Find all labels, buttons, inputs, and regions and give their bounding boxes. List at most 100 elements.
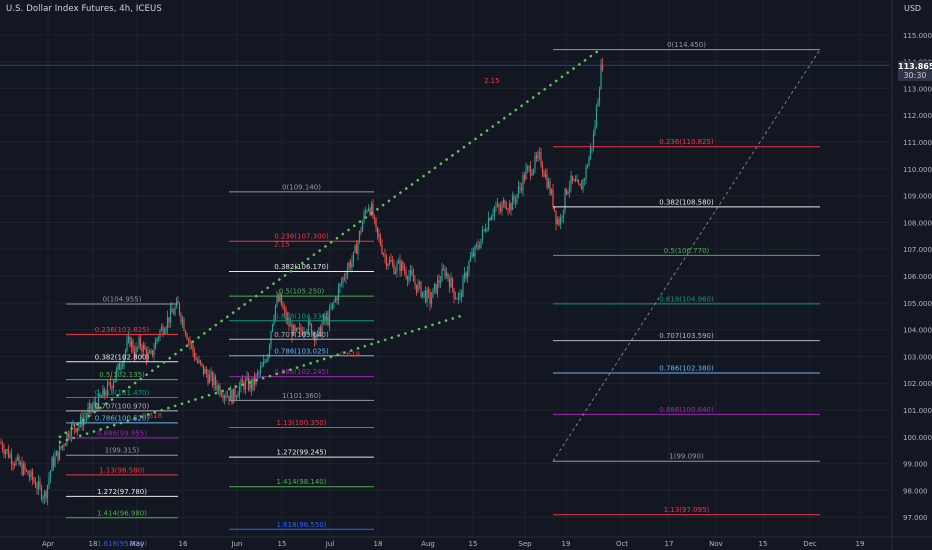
candle-body [331,303,334,309]
x-tick-label: 17 [665,540,674,548]
candle-body [267,354,269,362]
fib-level-label: 1.414(98.140) [277,478,327,486]
candle-body [52,457,55,467]
candle-body [129,337,131,347]
candle-body [564,188,566,210]
candle-body [318,327,320,332]
candle-body [535,156,538,159]
candle-body [162,326,164,334]
candle-body [483,229,485,230]
candle-body [294,325,296,331]
last-price-tag: 113.865 30:30 [898,61,932,81]
candle-body [522,175,524,191]
y-tick-label: 101.000 [903,407,932,415]
candle-body [409,270,412,276]
candle-body [412,274,415,282]
candle-body [223,395,226,399]
candle-body [321,323,323,336]
y-tick-label: 112.000 [903,112,932,120]
candle-body [570,175,572,187]
candle-body [124,350,127,357]
candle-body [484,229,487,232]
candle-body [22,464,25,475]
candle-body [417,283,419,292]
candle-body [126,341,128,351]
candle-body [528,166,530,168]
candle-body [447,273,449,280]
candle-body [481,229,484,239]
candle-body [459,292,461,295]
projection-dashed-line [552,49,821,462]
candle-body [315,337,317,341]
candle-body [574,179,577,182]
x-tick-label: Jun [231,540,243,548]
candle-body [216,385,218,391]
candle-body [178,302,181,315]
y-tick-label: 110.000 [903,166,932,174]
candle-body [198,360,200,363]
candle-body [202,364,205,374]
candle-body [520,187,523,191]
candle-body [142,345,145,352]
candle-body [306,330,308,333]
candle-body [256,373,259,375]
x-tick-label: 18 [374,540,383,548]
candle-body [220,394,223,396]
candle-body [111,386,113,389]
candle-body [67,433,70,438]
candle-body [583,179,586,181]
candle-body [388,259,391,265]
candle-body [144,345,146,350]
candle-body [480,238,482,248]
candle-body [153,349,155,356]
candle-body [366,210,368,212]
candle-body [33,479,35,482]
fib-level-label: 0.618(101.470) [95,389,150,397]
candle-body [361,222,364,232]
candle-body [517,186,520,195]
fib-level-label: 0.886(102.245) [274,368,329,376]
candle-body [208,374,211,384]
candle-body [258,372,260,374]
candle-body [544,174,547,177]
candle-body [214,376,217,386]
candle-body [532,169,535,174]
y-tick-label: 113.000 [903,85,932,93]
candle-body [580,186,583,190]
candle-body [499,208,502,212]
candle-body [450,278,452,288]
candle-body [145,349,148,359]
candle-body [190,343,193,345]
candle-body [301,331,304,335]
candle-body [591,146,593,148]
candle-body [372,203,374,218]
candle-body [207,374,209,384]
fibonacci-retracements[interactable]: 0(104.955) 0.236(103.825) 0.382(102.800) 0.… [66,41,820,548]
candle-body [247,377,250,390]
candle-body [211,372,214,386]
candle-body [193,351,196,359]
fib-level-label: 1(99.315) [105,447,140,455]
candle-body [300,327,302,332]
candle-body [85,415,88,418]
candle-body [478,247,481,249]
candle-body [73,423,76,429]
candle-body [513,195,515,201]
candle-body [165,327,167,332]
candle-body [72,423,74,425]
candle-body [4,450,7,454]
candle-body [519,186,521,188]
candle-body [186,334,188,340]
currency-label: USD [904,4,922,13]
trend-channel[interactable]: 2.15 2.15 0.618 0.618 [58,48,821,462]
candle-body [234,388,236,398]
candle-body [586,166,589,168]
candle-body [495,206,497,207]
candle-body [316,331,319,338]
candle-body [486,229,488,232]
y-tick-label: 115.000 [903,32,932,40]
candle-body [1,443,4,450]
candle-body [585,166,587,180]
